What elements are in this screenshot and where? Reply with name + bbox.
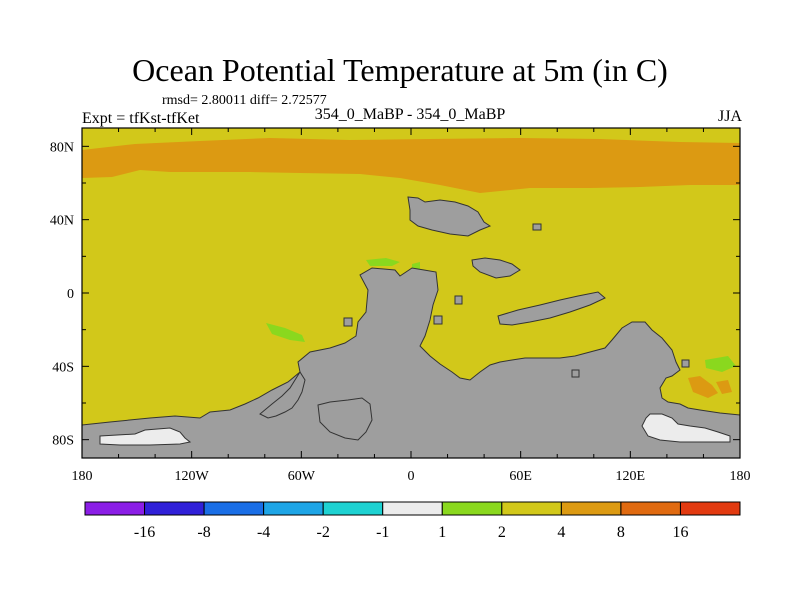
colorbar-swatch [560,501,622,516]
land-main-continent [82,267,740,458]
y-tick-label: 80S [52,434,74,449]
land-islet-1 [532,223,542,231]
y-tick-label: 40N [50,214,74,229]
chart-title: Ocean Potential Temperature at 5m (in C) [132,52,668,88]
y-tick-label: 80N [50,140,74,155]
colorbar-label: 8 [617,524,625,541]
east-warm-patch [688,376,718,398]
land-east-strip [497,291,606,326]
colorbar-swatch [382,501,443,516]
land-islet-6 [681,359,690,368]
x-tick-label: 60W [288,469,316,484]
colorbar-swatch [263,501,324,516]
stats-label: rmsd= 2.80011 diff= 2.72577 [162,93,327,108]
colorbar-swatch [84,501,146,516]
land-north-east-island [471,257,521,279]
x-tick-label: 120W [175,469,210,484]
x-tick-label: 180 [72,469,93,484]
land-islet-4 [571,369,580,378]
y-tick-label: 0 [67,287,74,302]
experiment-label: Expt = tfKst-tfKet [82,110,200,127]
colorbar-swatch [203,501,265,516]
colorbar-label: -16 [134,524,155,541]
map-field [82,128,740,458]
colorbar-swatch [679,501,741,516]
x-tick-label: 0 [408,469,415,484]
colorbar-label: -8 [197,524,210,541]
colorbar-swatch [322,501,384,516]
case-label: 354_0_MaBP - 354_0_MaBP [314,106,506,123]
colorbar-swatch [441,501,503,516]
colorbar-label: -2 [317,524,330,541]
season-label: JJA [717,108,742,125]
land-west-peninsula [259,371,306,419]
cool-patch-north [366,258,400,266]
land-islet-2 [343,317,353,327]
colorbar-label: 2 [498,524,506,541]
white-region-west [99,427,192,446]
colorbar: -16 -8 -4 -2 -1 1 2 4 8 16 [84,501,741,541]
north-warm-band [82,138,740,193]
white-region-east [641,413,731,443]
colorbar-label: 1 [438,524,446,541]
cool-patch-pacific [266,323,305,342]
east-warm-patch-2 [716,380,732,394]
colorbar-label: -1 [376,524,389,541]
land-islet-3 [454,295,463,305]
colorbar-swatch [620,501,681,516]
x-tick-label: 180 [730,469,751,484]
y-tick-label: 40S [52,360,74,375]
x-tick-label: 120E [616,469,646,484]
land-south-ridge [317,397,373,441]
land-north-island [407,196,492,237]
colorbar-label: 16 [672,524,688,541]
axes-group: 180 120W 60W 0 60E 120E 180 80N 40N 0 40S 80S [50,128,751,484]
land-islet-5 [433,315,443,325]
cool-patch-east [705,356,736,372]
colorbar-label: 4 [557,524,565,541]
colorbar-label: -4 [257,524,270,541]
x-tick-label: 60E [509,469,532,484]
colorbar-swatch [144,501,205,516]
colorbar-swatch [501,501,562,516]
